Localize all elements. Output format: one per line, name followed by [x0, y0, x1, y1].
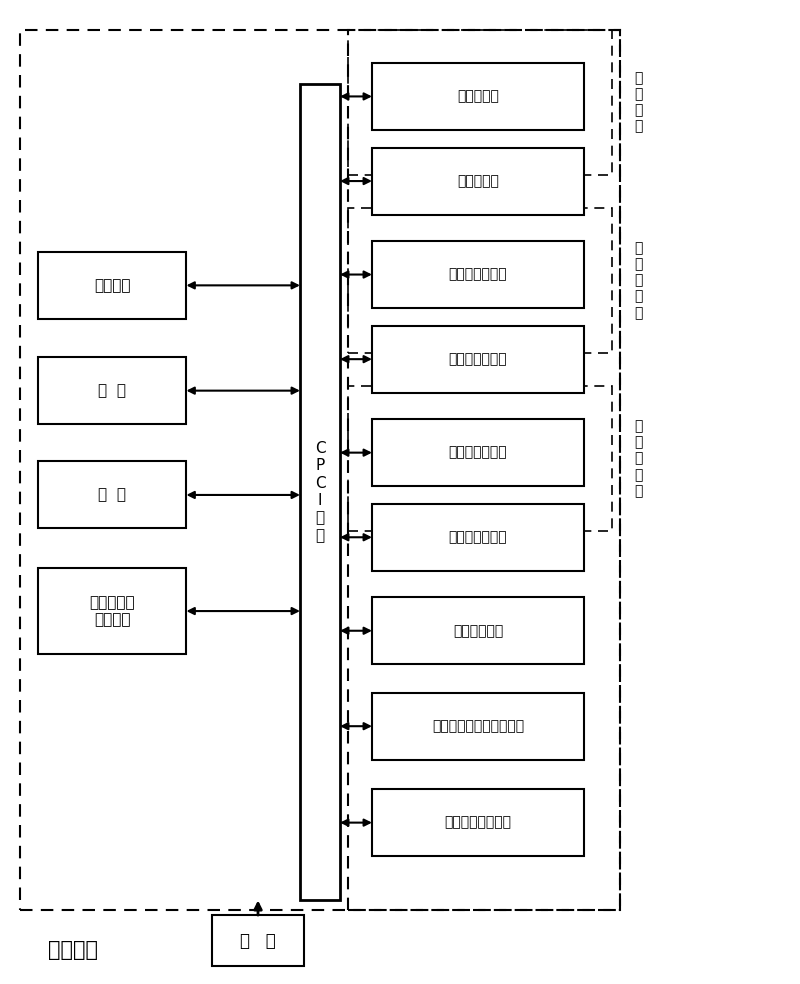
Bar [372, 693, 584, 760]
Text: C
P
C
I
母
板: C P C I 母 板 [314, 441, 326, 543]
Text: 时钟及延迟
控制电路: 时钟及延迟 控制电路 [90, 595, 135, 627]
Text: 第二上混频模块: 第二上混频模块 [449, 352, 507, 366]
Bar [372, 597, 584, 664]
Text: 一本振模块: 一本振模块 [457, 90, 499, 103]
Bar [372, 789, 584, 856]
Text: 显  示: 显 示 [98, 487, 126, 503]
Text: 电   源: 电 源 [240, 932, 276, 950]
Bar [372, 504, 584, 571]
Bar [348, 208, 612, 353]
Bar [38, 461, 186, 528]
Text: 外部接口: 外部接口 [94, 277, 130, 293]
Bar [348, 30, 620, 910]
Bar [38, 357, 186, 424]
Bar [372, 241, 584, 308]
Text: 键  盘: 键 盘 [98, 383, 126, 399]
Bar [372, 419, 584, 486]
Bar [372, 148, 584, 215]
Bar [38, 252, 186, 319]
Text: 第一下混频模块: 第一下混频模块 [449, 446, 507, 460]
Text: 第一上混频模块: 第一上混频模块 [449, 268, 507, 281]
Text: 中频处理模块: 中频处理模块 [453, 624, 503, 638]
Bar [300, 84, 340, 900]
Bar [20, 30, 620, 910]
Bar [348, 30, 612, 175]
Text: 下
混
频
模
块: 下 混 频 模 块 [634, 419, 642, 498]
Text: 二本振模块: 二本振模块 [457, 174, 499, 188]
Bar [372, 326, 584, 393]
Bar [212, 915, 304, 966]
Text: 目标距离、速度模拟模块: 目标距离、速度模拟模块 [432, 719, 524, 733]
Bar [38, 568, 186, 654]
Text: 本
振
模
块: 本 振 模 块 [634, 71, 642, 134]
Text: 宽带噪声产生模块: 宽带噪声产生模块 [445, 816, 511, 830]
Text: 第二下混频模块: 第二下混频模块 [449, 530, 507, 544]
Text: 上
混
频
模
块: 上 混 频 模 块 [634, 241, 642, 320]
Text: 主控平台: 主控平台 [48, 940, 98, 959]
Bar [372, 63, 584, 130]
Bar [348, 386, 612, 531]
